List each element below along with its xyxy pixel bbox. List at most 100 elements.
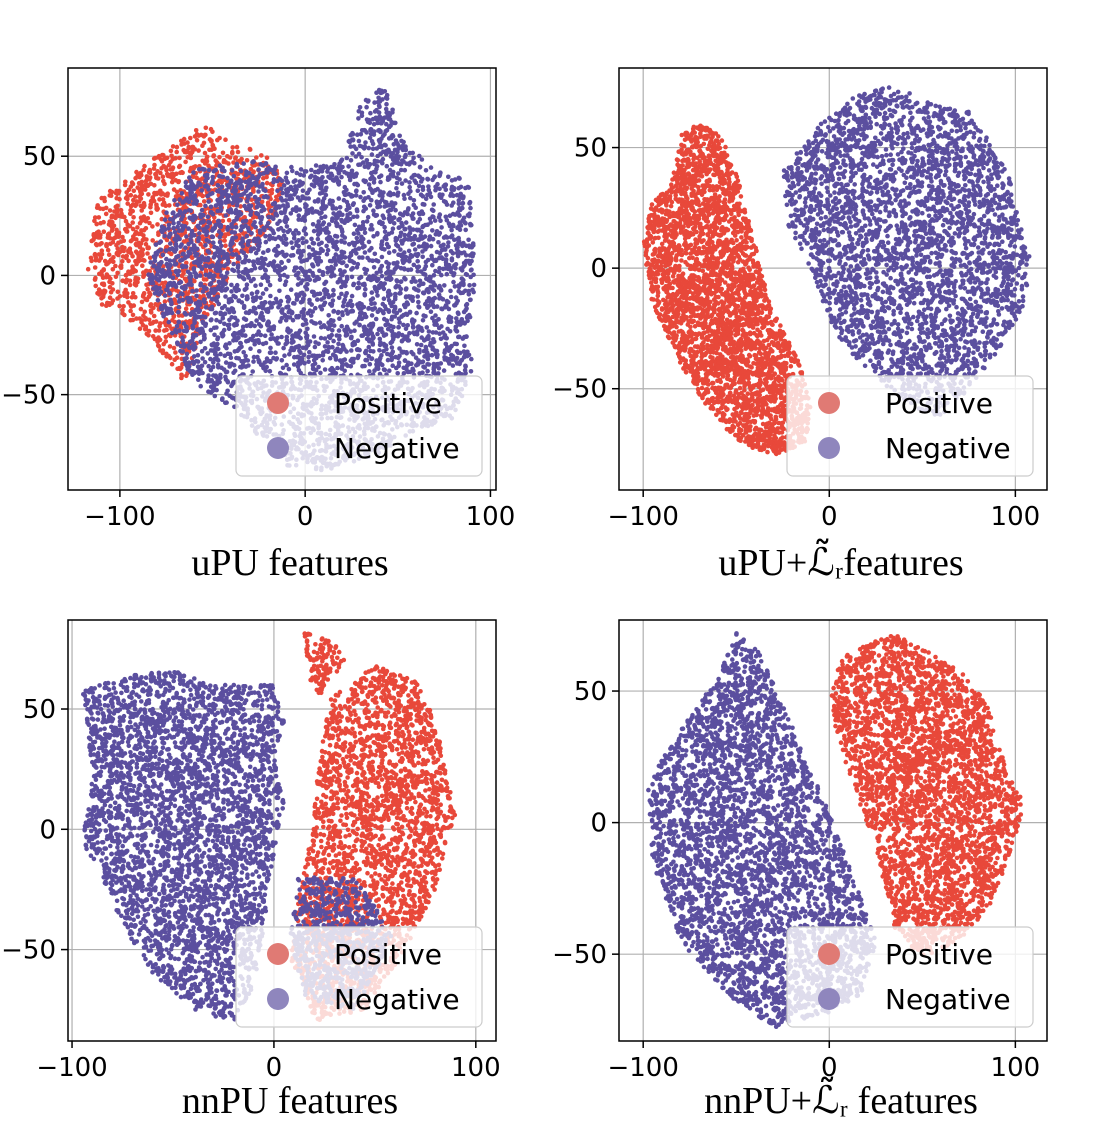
data-point: [420, 157, 425, 162]
data-point: [360, 255, 365, 260]
data-point: [252, 355, 257, 360]
data-point: [192, 267, 197, 272]
data-point: [352, 182, 357, 187]
data-point: [431, 202, 436, 207]
data-point: [137, 175, 142, 180]
data-point: [431, 362, 436, 367]
data-point: [358, 314, 363, 319]
data-point: [227, 364, 232, 369]
data-point: [395, 279, 400, 284]
data-point: [352, 231, 357, 236]
data-point: [376, 259, 381, 264]
data-point: [344, 218, 349, 223]
data-point: [322, 325, 327, 330]
data-point: [346, 164, 351, 169]
data-point: [273, 211, 278, 216]
data-point: [172, 357, 177, 362]
data-point: [277, 289, 282, 294]
data-point: [416, 300, 421, 305]
data-point: [305, 191, 310, 196]
data-point: [374, 271, 379, 276]
data-point: [128, 279, 133, 284]
data-point: [131, 215, 136, 220]
data-point: [106, 232, 111, 237]
data-point: [168, 217, 173, 222]
data-point: [419, 282, 424, 287]
data-point: [364, 105, 369, 110]
data-point: [266, 263, 271, 268]
data-point: [349, 267, 354, 272]
data-point: [365, 358, 370, 363]
data-point: [230, 210, 235, 215]
data-point: [373, 188, 378, 193]
data-point: [429, 244, 434, 249]
data-point: [177, 156, 182, 161]
data-point: [328, 176, 333, 181]
data-point: [140, 263, 145, 268]
data-point: [383, 89, 388, 94]
data-point: [377, 115, 382, 120]
data-point: [209, 328, 214, 333]
data-point: [250, 291, 255, 296]
data-point: [210, 179, 215, 184]
data-point: [428, 275, 433, 280]
data-point: [247, 207, 252, 212]
data-point: [180, 170, 185, 175]
data-point: [375, 121, 380, 126]
data-point: [104, 242, 109, 247]
data-point: [172, 187, 177, 192]
data-point: [156, 155, 161, 160]
data-point: [146, 183, 151, 188]
data-point: [222, 328, 227, 333]
data-point: [251, 169, 256, 174]
data-point: [442, 283, 447, 288]
data-point: [300, 299, 305, 304]
data-point: [128, 208, 133, 213]
data-point: [382, 225, 387, 230]
data-point: [196, 365, 201, 370]
data-point: [409, 253, 414, 258]
data-point: [367, 369, 372, 374]
data-point: [145, 332, 150, 337]
data-point: [142, 164, 147, 169]
data-point: [128, 318, 133, 323]
data-point: [196, 133, 201, 138]
data-point: [184, 180, 189, 185]
data-point: [212, 357, 217, 362]
data-point: [393, 201, 398, 206]
data-point: [156, 233, 161, 238]
data-point: [320, 307, 325, 312]
data-point: [289, 240, 294, 245]
data-point: [304, 270, 309, 275]
data-point: [105, 272, 110, 277]
data-point: [210, 143, 215, 148]
data-point: [424, 345, 429, 350]
data-point: [202, 199, 207, 204]
data-point: [223, 243, 228, 248]
data-point: [184, 234, 189, 239]
data-point: [411, 352, 416, 357]
data-point: [229, 289, 234, 294]
data-point: [93, 265, 98, 270]
data-point: [180, 191, 185, 196]
data-point: [370, 313, 375, 318]
data-point: [151, 334, 156, 339]
data-point: [213, 158, 218, 163]
data-point: [323, 336, 328, 341]
data-point: [334, 206, 339, 211]
data-point: [404, 287, 409, 292]
data-point: [219, 208, 224, 213]
data-point: [432, 288, 437, 293]
data-point: [148, 292, 153, 297]
data-point: [411, 276, 416, 281]
data-point: [403, 178, 408, 183]
data-point: [316, 219, 321, 224]
data-point: [266, 203, 271, 208]
data-point: [212, 341, 217, 346]
data-point: [229, 355, 234, 360]
data-point: [176, 221, 181, 226]
data-point: [93, 215, 98, 220]
data-point: [283, 265, 288, 270]
data-point: [315, 297, 320, 302]
data-point: [282, 353, 287, 358]
